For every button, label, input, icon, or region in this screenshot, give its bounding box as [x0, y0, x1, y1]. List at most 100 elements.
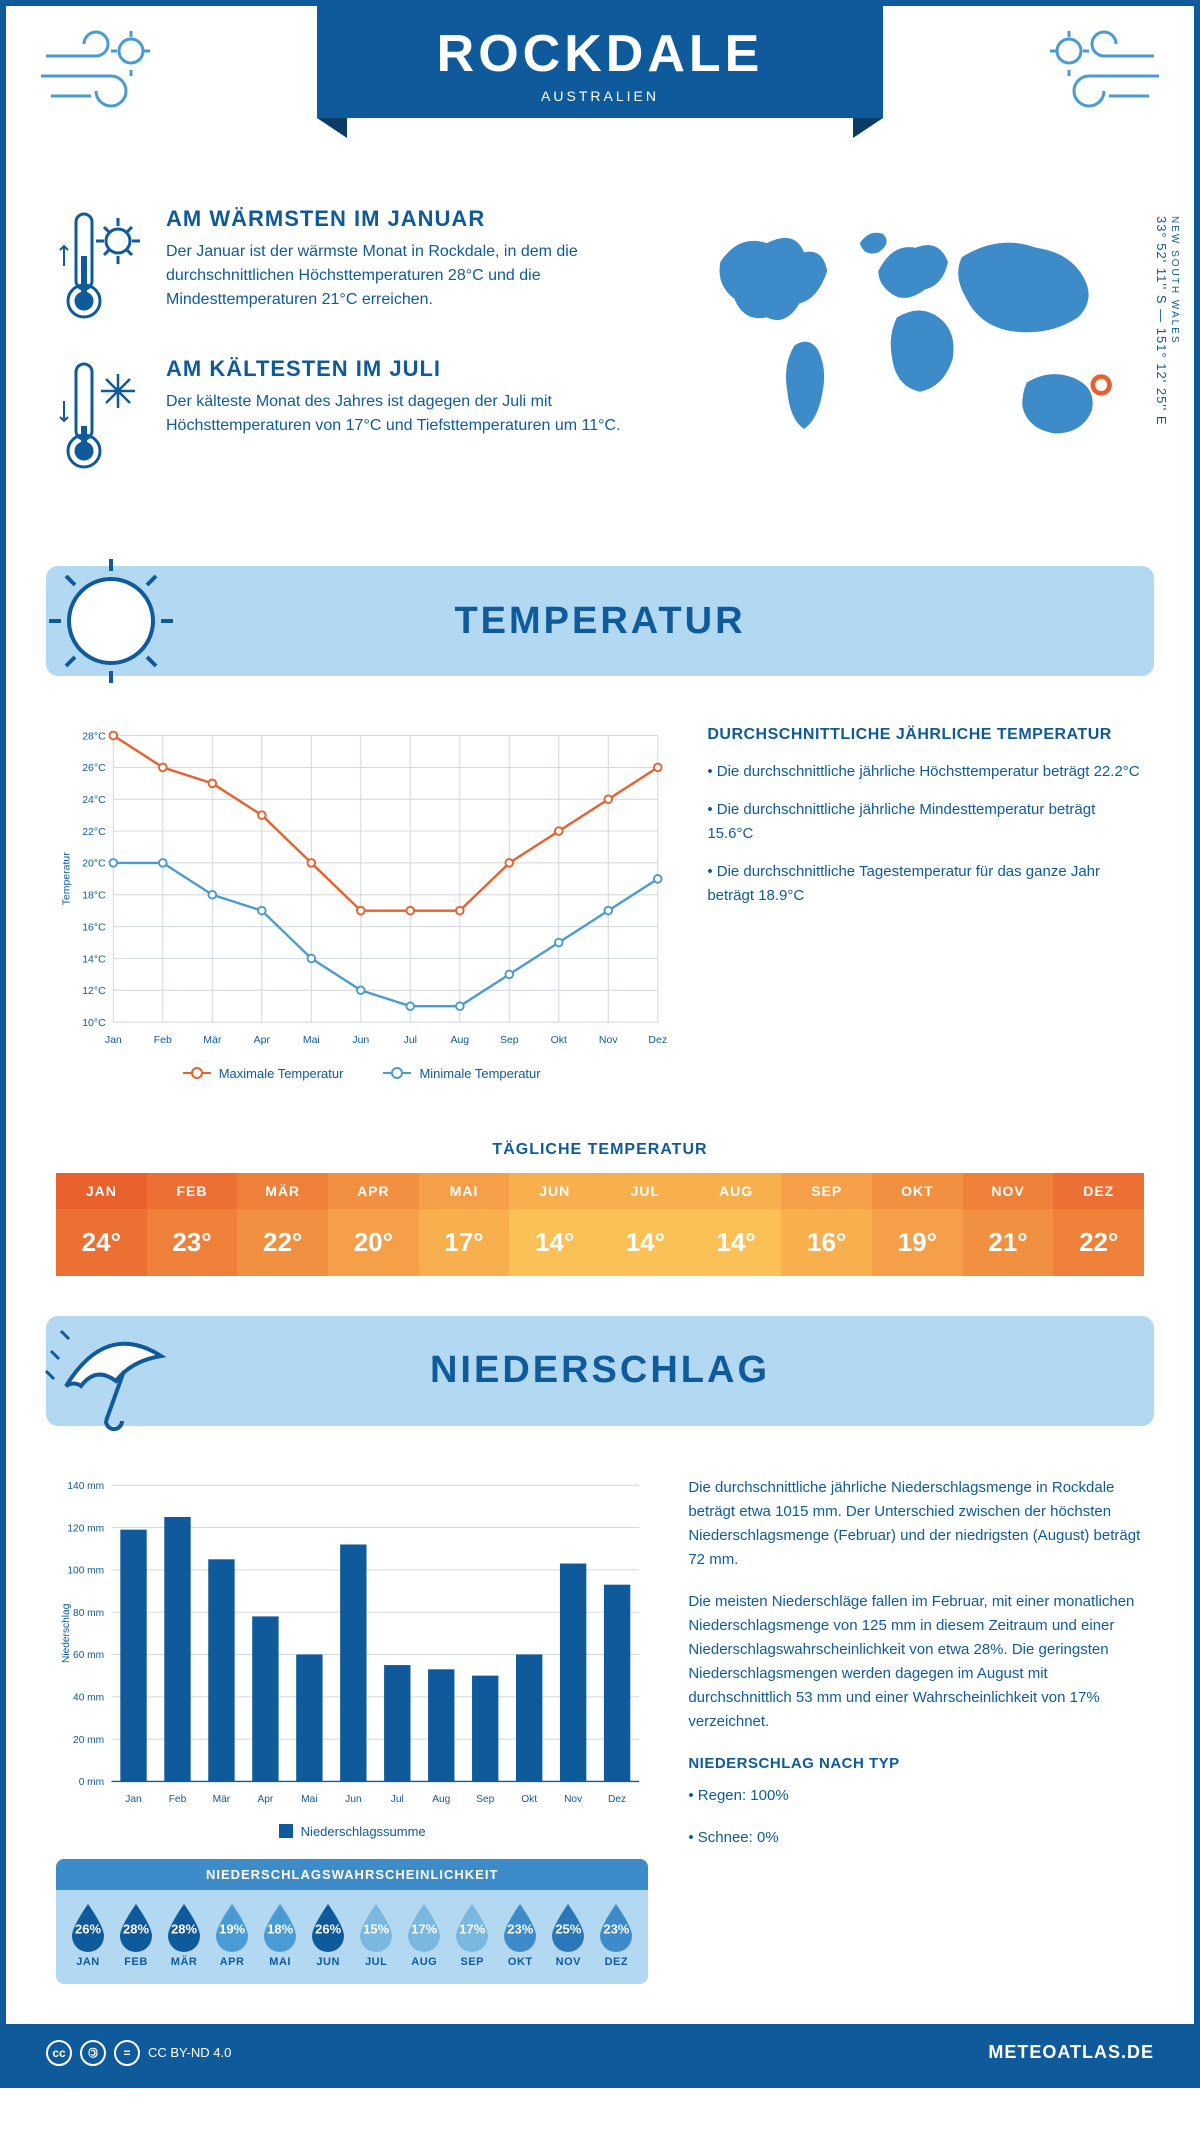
- daily-value: 14°: [600, 1209, 691, 1276]
- daily-month: JUN: [509, 1173, 600, 1209]
- temp-note-item: • Die durchschnittliche jährliche Höchst…: [707, 760, 1144, 784]
- prob-month: MAI: [256, 1956, 304, 1968]
- prob-cell: 26% JAN: [64, 1902, 112, 1968]
- prob-month: JAN: [64, 1956, 112, 1968]
- svg-text:18°C: 18°C: [82, 890, 106, 902]
- prob-cell: 15% JUL: [352, 1902, 400, 1968]
- precip-by-type-title: NIEDERSCHLAG NACH TYP: [688, 1752, 1144, 1776]
- daily-cell: JUN14°: [509, 1173, 600, 1276]
- daily-month: SEP: [781, 1173, 872, 1209]
- daily-value: 22°: [1053, 1209, 1144, 1276]
- daily-cell: AUG14°: [691, 1173, 782, 1276]
- svg-text:28°C: 28°C: [82, 730, 106, 742]
- legend-max: Maximale Temperatur: [183, 1066, 344, 1081]
- svg-text:Jan: Jan: [105, 1034, 122, 1046]
- svg-text:Feb: Feb: [154, 1034, 172, 1046]
- temp-note-item: • Die durchschnittliche Tagestemperatur …: [707, 860, 1144, 908]
- title-banner: ROCKDALE AUSTRALIEN: [317, 6, 884, 118]
- svg-text:20°C: 20°C: [82, 858, 106, 870]
- svg-text:12°C: 12°C: [82, 985, 106, 997]
- daily-value: 20°: [328, 1209, 419, 1276]
- temp-chart: 10°C12°C14°C16°C18°C20°C22°C24°C26°C28°C…: [56, 726, 667, 1081]
- region-label: NEW SOUTH WALES: [1169, 216, 1180, 420]
- svg-text:Mär: Mär: [213, 1794, 231, 1805]
- svg-text:14°C: 14°C: [82, 953, 106, 965]
- svg-text:Mai: Mai: [301, 1794, 317, 1805]
- svg-text:24°C: 24°C: [82, 794, 106, 806]
- svg-text:Jun: Jun: [345, 1794, 361, 1805]
- intro-section: AM WÄRMSTEN IM JANUAR Der Januar ist der…: [6, 186, 1194, 546]
- daily-value: 19°: [872, 1209, 963, 1276]
- svg-text:Feb: Feb: [169, 1794, 187, 1805]
- svg-text:Okt: Okt: [521, 1794, 537, 1805]
- daily-month: DEZ: [1053, 1173, 1144, 1209]
- svg-text:Sep: Sep: [476, 1794, 494, 1805]
- daily-value: 14°: [691, 1209, 782, 1276]
- prob-month: DEZ: [592, 1956, 640, 1968]
- daily-cell: SEP16°: [781, 1173, 872, 1276]
- daily-value: 17°: [419, 1209, 510, 1276]
- probability-title: NIEDERSCHLAGSWAHRSCHEINLICHKEIT: [56, 1859, 648, 1890]
- svg-text:Nov: Nov: [599, 1034, 618, 1046]
- raindrop-icon: 23%: [596, 1902, 636, 1952]
- by-icon: 🄯: [80, 2040, 106, 2066]
- daily-temp-title: TÄGLICHE TEMPERATUR: [6, 1141, 1194, 1159]
- coords-text: 33° 52' 11'' S — 151° 12' 25'' E: [1154, 216, 1169, 426]
- daily-temp-table: JAN24°FEB23°MÄR22°APR20°MAI17°JUN14°JUL1…: [56, 1173, 1144, 1276]
- daily-month: FEB: [147, 1173, 238, 1209]
- svg-text:Mai: Mai: [303, 1034, 320, 1046]
- svg-text:26°C: 26°C: [82, 762, 106, 774]
- svg-text:20 mm: 20 mm: [73, 1735, 104, 1746]
- precip-section-title: NIEDERSCHLAG: [430, 1349, 770, 1392]
- daily-cell: MAI17°: [419, 1173, 510, 1276]
- prob-cell: 28%MÄR: [160, 1902, 208, 1968]
- daily-value: 21°: [963, 1209, 1054, 1276]
- world-map: [668, 206, 1144, 466]
- daily-value: 14°: [509, 1209, 600, 1276]
- prob-month: SEP: [448, 1956, 496, 1968]
- prob-month: NOV: [544, 1956, 592, 1968]
- precip-para-2: Die meisten Niederschläge fallen im Febr…: [688, 1590, 1144, 1734]
- svg-text:Niederschlag: Niederschlag: [61, 1603, 72, 1662]
- raindrop-icon: 26%: [68, 1902, 108, 1952]
- raindrop-icon: 26%: [308, 1902, 348, 1952]
- temp-notes-title: DURCHSCHNITTLICHE JÄHRLICHE TEMPERATUR: [707, 726, 1144, 744]
- coldest-block: AM KÄLTESTEN IM JULI Der kälteste Monat …: [56, 356, 628, 476]
- daily-cell: OKT19°: [872, 1173, 963, 1276]
- raindrop-icon: 18%: [260, 1902, 300, 1952]
- prob-month: FEB: [112, 1956, 160, 1968]
- daily-month: NOV: [963, 1173, 1054, 1209]
- svg-text:16°C: 16°C: [82, 921, 106, 933]
- prob-month: JUL: [352, 1956, 400, 1968]
- raindrop-icon: 19%: [212, 1902, 252, 1952]
- svg-text:Apr: Apr: [254, 1034, 271, 1046]
- cc-icon: cc: [46, 2040, 72, 2066]
- svg-text:Jun: Jun: [352, 1034, 369, 1046]
- precip-header: NIEDERSCHLAG: [46, 1316, 1154, 1426]
- thermometer-cold-icon: [56, 356, 146, 476]
- country-subtitle: AUSTRALIEN: [437, 88, 764, 104]
- prob-cell: 18% MAI: [256, 1902, 304, 1968]
- raindrop-icon: 17%: [404, 1902, 444, 1952]
- daily-cell: DEZ22°: [1053, 1173, 1144, 1276]
- raindrop-icon: 15%: [356, 1902, 396, 1952]
- legend-precip: Niederschlagssumme: [279, 1824, 426, 1839]
- prob-cell: 28%FEB: [112, 1902, 160, 1968]
- temp-note-item: • Die durchschnittliche jährliche Mindes…: [707, 798, 1144, 846]
- daily-month: AUG: [691, 1173, 782, 1209]
- daily-cell: JAN24°: [56, 1173, 147, 1276]
- svg-text:Temperatur: Temperatur: [60, 852, 72, 906]
- daily-value: 23°: [147, 1209, 238, 1276]
- daily-month: OKT: [872, 1173, 963, 1209]
- warmest-text: Der Januar ist der wärmste Monat in Rock…: [166, 240, 628, 312]
- coldest-text: Der kälteste Monat des Jahres ist dagege…: [166, 390, 628, 438]
- svg-text:Dez: Dez: [648, 1034, 667, 1046]
- coordinates: NEW SOUTH WALES 33° 52' 11'' S — 151° 12…: [1154, 216, 1180, 426]
- prob-cell: 23%OKT: [496, 1902, 544, 1968]
- svg-text:0 mm: 0 mm: [79, 1777, 104, 1788]
- legend-min: Minimale Temperatur: [383, 1066, 540, 1081]
- prob-cell: 25%NOV: [544, 1902, 592, 1968]
- infographic-frame: ROCKDALE AUSTRALIEN AM WÄRMSTEN IM JANUA…: [0, 0, 1200, 2088]
- svg-text:Aug: Aug: [450, 1034, 469, 1046]
- svg-text:Dez: Dez: [608, 1794, 626, 1805]
